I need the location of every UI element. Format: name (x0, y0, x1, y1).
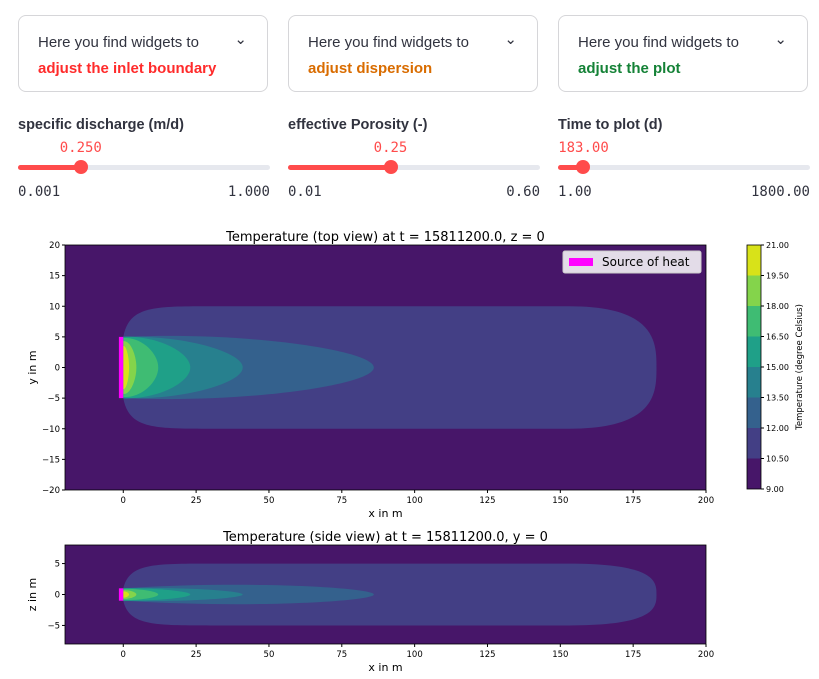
colorbar-tick-label: 12.00 (766, 424, 789, 433)
x-tick-label: 25 (191, 496, 202, 506)
colorbar-band (747, 336, 761, 367)
chevron-down-icon[interactable]: ⌄ (774, 31, 787, 48)
slider-thumb[interactable] (576, 160, 591, 174)
heat-source (118, 588, 124, 601)
colorbar-band (747, 367, 761, 398)
expander-2[interactable]: Here you find widgets to adjust the plot… (558, 15, 808, 92)
slider-value: 183.00 (558, 140, 609, 156)
slider-max: 1800.00 (750, 184, 810, 200)
expander-highlight: adjust dispersion (308, 60, 433, 77)
slider-fill (558, 165, 584, 170)
x-tick-label: 200 (698, 496, 714, 506)
slider-label: specific discharge (m/d) (18, 117, 184, 133)
x-tick-label: 125 (479, 650, 495, 660)
x-tick-label: 150 (552, 650, 568, 660)
x-tick-label: 100 (407, 496, 423, 506)
y-tick-label: 15 (49, 272, 60, 282)
heat-source (118, 336, 124, 399)
colorbar-tick-label: 9.00 (766, 485, 784, 494)
x-tick-label: 75 (336, 650, 347, 660)
colorbar-band (747, 458, 761, 489)
x-tick-label: 0 (121, 496, 126, 506)
slider-thumb[interactable] (73, 160, 88, 174)
chevron-down-icon[interactable]: ⌄ (504, 31, 517, 48)
slider-track[interactable] (558, 160, 810, 174)
slider-fill (288, 165, 391, 170)
y-axis-label: z in m (26, 578, 39, 612)
y-tick-label: 10 (49, 302, 60, 312)
slider-track[interactable] (18, 160, 270, 174)
chart-title: Temperature (side view) at t = 15811200.… (222, 530, 548, 545)
contour-band-10.5 (123, 563, 657, 626)
expander-text: Here you find widgets to (578, 34, 739, 51)
y-tick-label: 5 (55, 333, 60, 343)
x-axis-label: x in m (368, 661, 402, 674)
slider-label: Time to plot (d) (558, 117, 663, 133)
x-tick-label: 175 (625, 650, 641, 660)
contour-band-19.5 (123, 345, 130, 390)
slider-fill (18, 165, 81, 170)
contour-band-19.5 (123, 591, 130, 598)
y-tick-label: −5 (47, 621, 60, 631)
chevron-down-icon[interactable]: ⌄ (234, 31, 247, 48)
colorbar-label: Temperature (degree Celsius) (795, 304, 805, 431)
temperature-figure: 0 25 50 75 100 125 150 175 200−20−15−10−50510152… (26, 230, 805, 674)
x-tick-label: 0 (121, 650, 126, 660)
colorbar-tick-label: 19.50 (766, 272, 789, 281)
x-tick-label: 100 (407, 650, 423, 660)
slider-min: 1.00 (558, 184, 592, 200)
slider-max: 0.60 (506, 184, 540, 200)
x-tick-label: 25 (191, 650, 202, 660)
y-tick-label: 0 (55, 591, 60, 601)
y-tick-label: 0 (55, 364, 60, 374)
legend-label: Source of heat (602, 255, 690, 269)
colorbar-tick-label: 18.00 (766, 302, 789, 311)
expander-highlight: adjust the plot (578, 60, 681, 77)
x-tick-label: 200 (698, 650, 714, 660)
x-tick-label: 50 (264, 650, 275, 660)
colorbar-tick-label: 16.50 (766, 333, 789, 342)
slider-value: 0.25 (373, 140, 408, 156)
legend-swatch (569, 258, 593, 266)
slider-thumb[interactable] (383, 160, 398, 174)
colorbar-tick-label: 21.00 (766, 241, 789, 250)
x-axis-label: x in m (368, 507, 402, 520)
slider-value: 0.250 (59, 140, 102, 156)
colorbar-tick-label: 13.50 (766, 394, 789, 403)
x-tick-label: 175 (625, 496, 641, 506)
colorbar-band (747, 275, 761, 306)
y-tick-label: 5 (55, 560, 60, 570)
expander-0[interactable]: Here you find widgets to adjust the inle… (18, 15, 268, 92)
contour-band-10.5 (123, 306, 657, 429)
y-tick-label: −5 (47, 394, 60, 404)
colorbar-band (747, 245, 761, 276)
legend: Source of heat (562, 250, 702, 274)
x-tick-label: 50 (264, 496, 275, 506)
colorbar-tick-label: 15.00 (766, 363, 789, 372)
colorbar-tick-label: 10.50 (766, 455, 789, 464)
y-tick-label: −20 (42, 486, 60, 496)
expander-highlight: adjust the inlet boundary (38, 60, 217, 77)
y-tick-label: −10 (42, 425, 60, 435)
y-axis-label: y in m (26, 350, 39, 384)
y-tick-label: −15 (42, 455, 60, 465)
slider-track[interactable] (288, 160, 540, 174)
expander-text: Here you find widgets to (38, 34, 199, 51)
colorbar-band (747, 397, 761, 428)
x-tick-label: 75 (336, 496, 347, 506)
expander-1[interactable]: Here you find widgets to adjust dispersi… (288, 15, 538, 92)
chart-title: Temperature (top view) at t = 15811200.0… (225, 230, 545, 245)
slider-label: effective Porosity (-) (288, 117, 428, 133)
slider-max: 1.000 (227, 184, 270, 200)
y-tick-label: 20 (49, 241, 60, 251)
slider-min: 0.001 (18, 184, 61, 200)
x-tick-label: 150 (552, 496, 568, 506)
colorbar-band (747, 428, 761, 459)
expander-text: Here you find widgets to (308, 34, 469, 51)
slider-min: 0.01 (288, 184, 322, 200)
x-tick-label: 125 (479, 496, 495, 506)
colorbar-band (747, 306, 761, 337)
